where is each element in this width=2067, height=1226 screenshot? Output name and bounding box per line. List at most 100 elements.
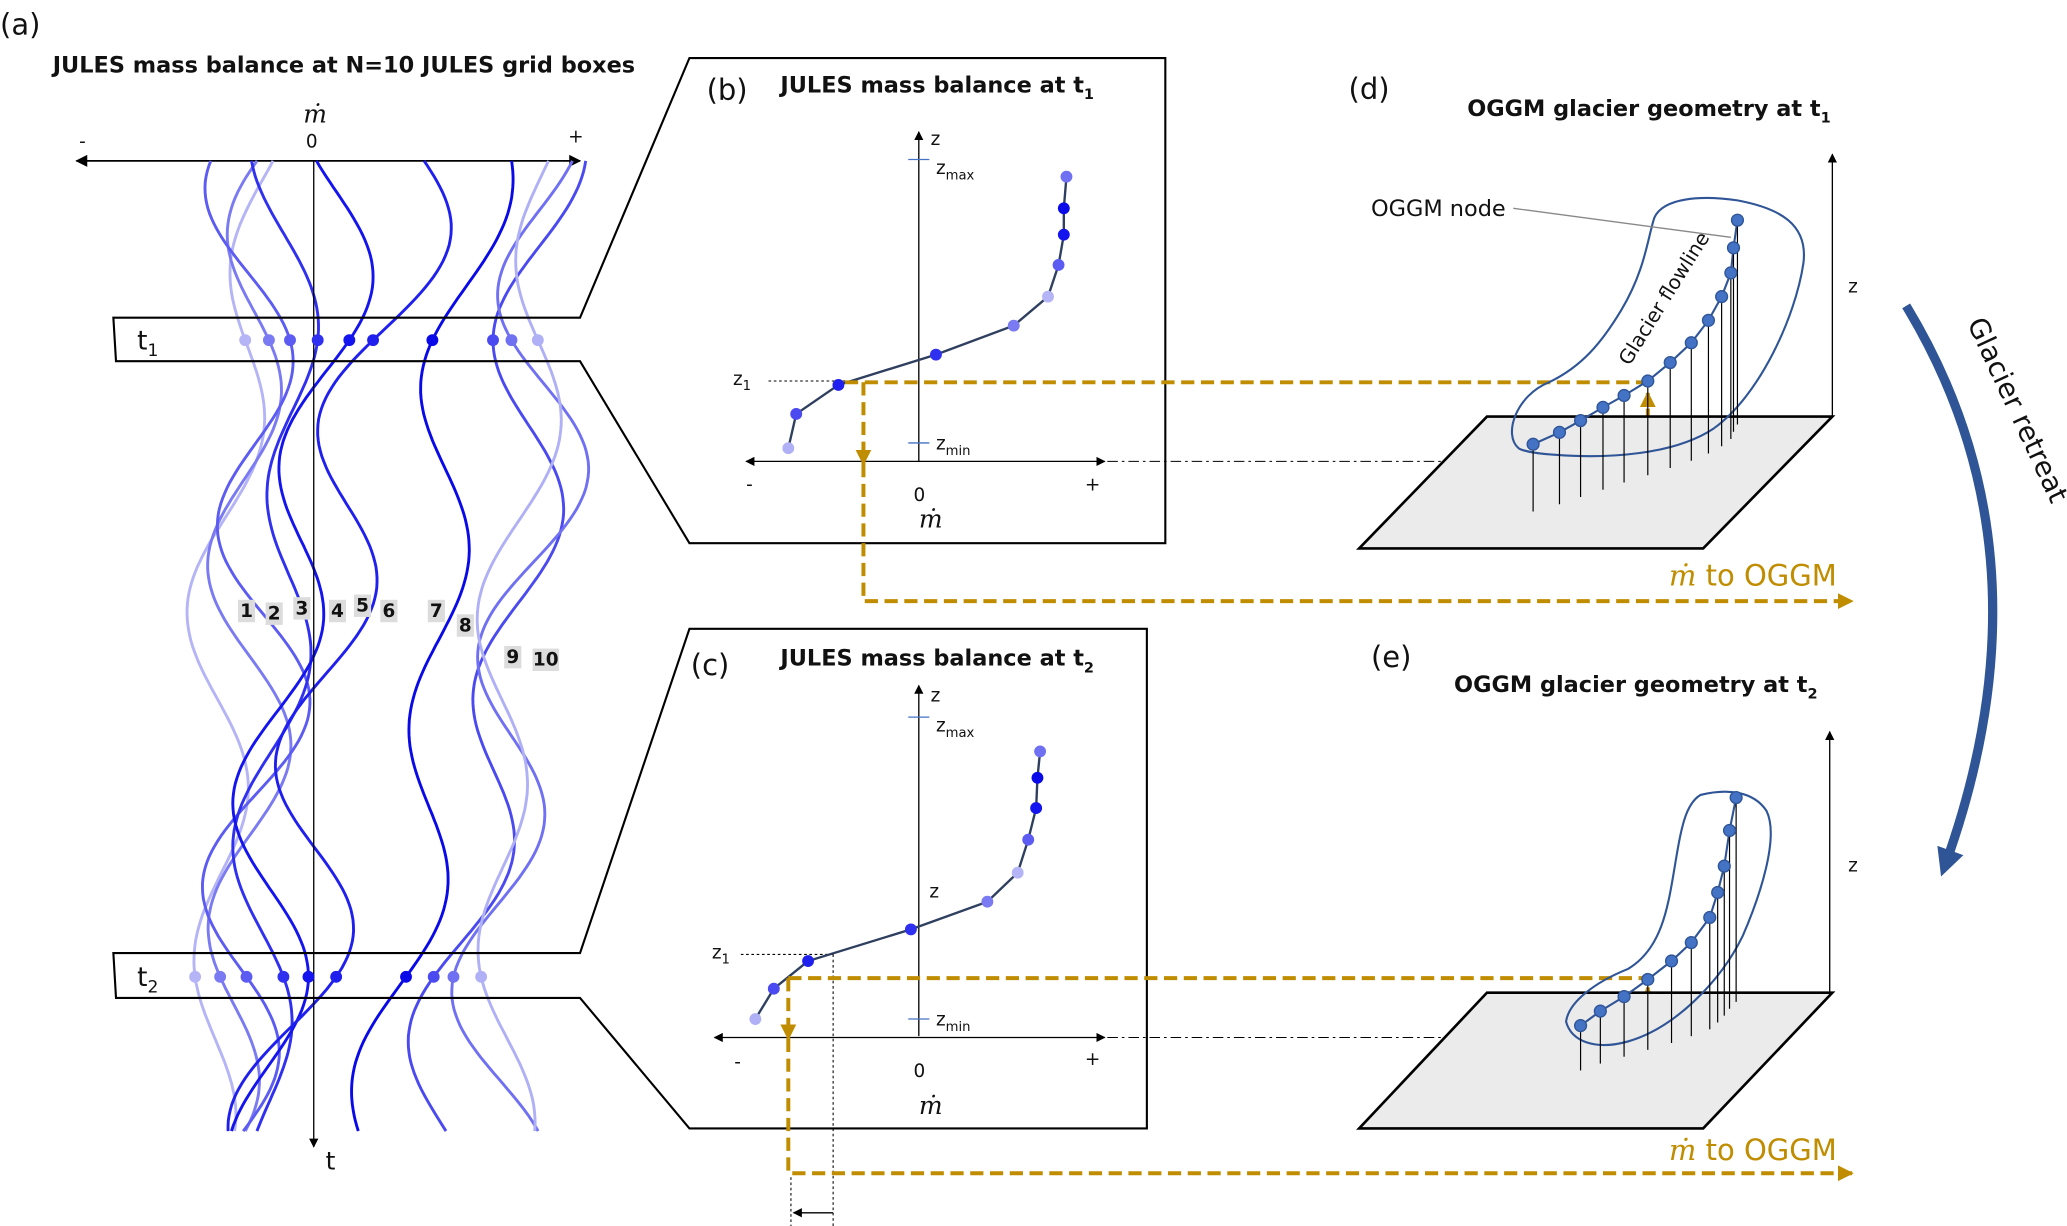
panel-e-z: z	[1848, 855, 1858, 876]
grid-box-curve-7	[350, 160, 515, 1132]
profile-point	[1034, 745, 1047, 758]
t2-dot-7	[400, 970, 412, 983]
panel-a-title: JULES mass balance at N=10 JULES grid bo…	[51, 53, 635, 79]
panel-b-zmax: zmax	[936, 158, 975, 183]
panel-c-zmax: zmax	[936, 716, 975, 741]
profile-point	[1060, 170, 1073, 183]
t2-dot-3	[240, 970, 253, 983]
oggm-nodes-t2	[1573, 790, 1743, 1071]
grid-box-curve-1	[185, 160, 275, 1132]
oggm-nodes-t1	[1526, 213, 1745, 512]
grid-box-label-10: 10	[533, 650, 559, 671]
grid-box-label-9: 9	[506, 647, 519, 668]
panel-b-z1: z1	[733, 369, 751, 394]
ground-plane-t1	[1355, 415, 1836, 550]
profile-point	[1052, 259, 1065, 271]
oggm-node	[1641, 972, 1655, 987]
oggm-node	[1664, 954, 1679, 968]
oggm-node	[1596, 400, 1610, 414]
panel-b: (b) JULES mass balance at t1 z zmax zmin…	[707, 72, 1106, 533]
node-leader-line	[1513, 207, 1731, 238]
profile-point	[767, 982, 780, 995]
oggm-node	[1724, 266, 1738, 280]
oggm-node-label: OGGM node	[1371, 196, 1506, 222]
oggm-node	[1573, 1019, 1588, 1033]
grid-box-curve-5	[230, 160, 375, 1132]
panel-d-title: OGGM glacier geometry at t1	[1467, 96, 1831, 127]
grid-box-label-bg	[265, 602, 283, 625]
grid-box-label-7: 7	[430, 601, 443, 622]
panel-e: (e) OGGM glacier geometry at t2 z	[1356, 640, 1858, 1130]
grid-box-curve-9	[450, 160, 591, 1132]
panel-c-title: JULES mass balance at t2	[778, 646, 1094, 677]
panel-b-zmin: zmin	[936, 434, 971, 459]
panel-c-minus: -	[734, 1052, 741, 1073]
oggm-node	[1717, 859, 1731, 873]
t1-label: t1	[137, 326, 158, 361]
grid-box-label-2: 2	[268, 604, 281, 625]
panel-e-title: OGGM glacier geometry at t2	[1454, 672, 1818, 703]
profile-line	[754, 751, 1042, 1020]
profile-point	[832, 379, 845, 391]
panel-a: (a) JULES mass balance at N=10 JULES gri…	[0, 7, 1167, 1175]
grid-box-label-bg	[293, 597, 311, 620]
panel-a-minus: -	[79, 132, 86, 153]
grid-box-label-bg	[353, 594, 372, 617]
grid-box-labels: 1 2 3 4 5 6 789 10	[237, 594, 559, 672]
panel-a-label: (a)	[0, 7, 40, 41]
grid-box-label-bg	[380, 599, 398, 623]
t2-dot-1	[189, 970, 202, 983]
oggm-node	[1526, 437, 1540, 451]
grid-box-curve-2	[206, 160, 293, 1132]
grid-box-label-1: 1	[240, 601, 253, 622]
profile-point	[1057, 202, 1070, 215]
t1-dot-5	[343, 334, 356, 347]
oggm-node	[1684, 935, 1698, 950]
grid-box-label-4: 4	[331, 601, 344, 622]
profile-point	[1030, 802, 1043, 815]
profile-point	[1022, 833, 1035, 846]
profile-point	[749, 1013, 762, 1025]
profile-point	[1011, 866, 1024, 879]
t1-dot-1	[239, 334, 252, 347]
panel-c-z: z	[931, 685, 941, 706]
oggm-node	[1663, 355, 1677, 370]
grid-box-curve-8	[406, 160, 588, 1132]
oggm-node	[1617, 388, 1631, 403]
panel-b-label: (b)	[707, 73, 748, 107]
t1-dot-10	[531, 334, 544, 347]
panel-c-zero: 0	[914, 1061, 926, 1082]
t2-label: t2	[137, 963, 158, 998]
grid-box-label-bg	[504, 645, 522, 669]
profile-point	[930, 348, 942, 361]
t1-dot-8	[487, 334, 499, 347]
oggm-node	[1711, 885, 1725, 900]
panel-c: (c) JULES mass balance at t2 z zmax z zm…	[691, 646, 1106, 1226]
grid-box-curve-4	[231, 160, 320, 1132]
panel-b-frame	[112, 56, 1167, 545]
panel-b-plus: +	[1085, 474, 1100, 495]
grid-box-label-bg	[456, 614, 474, 637]
profile-line	[787, 176, 1068, 449]
oggm-node	[1730, 213, 1745, 227]
gold-to-oggm-t2	[786, 1038, 1854, 1182]
panel-a-time-label: t	[326, 1146, 336, 1175]
glacier-flowline-label: Glacier flowline	[1614, 228, 1714, 369]
panel-e-label: (e)	[1371, 640, 1411, 674]
panel-c-zmin: zmin	[936, 1010, 971, 1035]
t1-dot-2	[262, 334, 275, 347]
panel-d-z: z	[1848, 277, 1858, 298]
t2-dot-10	[475, 970, 488, 983]
panel-b-z: z	[931, 129, 941, 150]
panel-b-mdot: ṁ	[919, 504, 943, 533]
t2-dot-8	[427, 970, 440, 983]
grid-box-curve-10	[475, 160, 563, 1132]
t1-dot-6	[367, 334, 379, 347]
mdot-to-oggm-t1: ṁ to OGGM	[1669, 558, 1837, 592]
profile-point	[1042, 290, 1054, 303]
oggm-node	[1703, 910, 1717, 925]
oggm-node	[1701, 313, 1716, 327]
glacier-retreat-arrow	[1902, 303, 1998, 877]
oggm-node	[1722, 823, 1737, 838]
